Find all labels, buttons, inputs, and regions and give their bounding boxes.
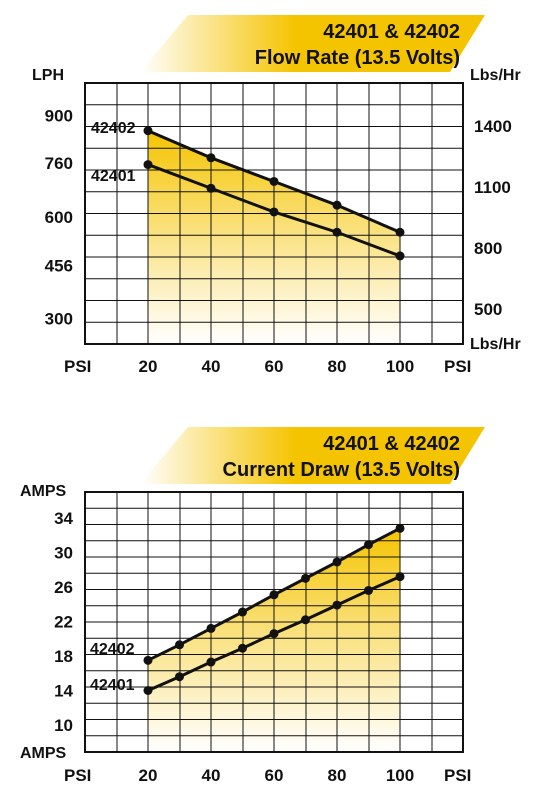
current-x-axis-label-right: PSI: [444, 766, 471, 785]
current-y-axis-label-bottom: AMPS: [20, 745, 67, 762]
current-y-axis-label-top: AMPS: [20, 483, 67, 500]
flow-y-tick-label: 900: [45, 107, 73, 126]
flow-series-label-42401: 42401: [91, 168, 136, 185]
flow-plot-frame: [84, 82, 464, 345]
current-point-42402: [206, 623, 216, 633]
flow-point-42401: [143, 160, 153, 170]
flow-points: [143, 126, 405, 261]
current-point-42402: [175, 640, 184, 650]
flow-y-axis-label-right-bottom: Lbs/Hr: [470, 336, 521, 353]
flow-x-ticks: 20 40 60 80 100: [139, 357, 415, 376]
flow-y-tick-label-right: 1400: [474, 117, 512, 136]
flow-x-tick-label: 100: [386, 357, 414, 376]
current-x-tick-label: 20: [139, 766, 158, 785]
flow-y-tick-label-right: 500: [474, 300, 502, 319]
flow-y-tick-label: 300: [45, 310, 73, 329]
current-points: [143, 523, 405, 695]
flow-x-tick-label: 80: [328, 357, 347, 376]
flow-point-42402: [206, 153, 216, 163]
current-header-subtitle: Current Draw (13.5 Volts): [223, 459, 460, 481]
flow-header-banner: [140, 15, 485, 72]
current-point-42401: [395, 572, 405, 582]
current-x-tick-label: 60: [265, 766, 284, 785]
current-draw-chart: 42401 & 42402 Current Draw (13.5 Volts) …: [20, 427, 485, 785]
current-y-tick-label: 34: [54, 509, 73, 528]
flow-y-tick-label: 456: [45, 257, 73, 276]
current-y-tick-label: 14: [54, 682, 73, 701]
current-point-42401: [269, 629, 279, 639]
flow-point-42402: [143, 126, 153, 136]
flow-point-42401: [206, 183, 216, 193]
flow-y-tick-label: 600: [45, 208, 73, 227]
flow-point-42402: [269, 176, 279, 186]
flow-y-ticks-left: 300 456 600 760 900: [45, 107, 73, 329]
flow-x-axis-label-left: PSI: [64, 357, 91, 376]
current-x-tick-label: 40: [202, 766, 221, 785]
current-point-42402: [332, 557, 342, 567]
flow-y-axis-label-left: LPH: [32, 67, 64, 84]
current-point-42401: [175, 672, 184, 682]
flow-y-ticks-right: 500 800 1100 1400: [474, 117, 512, 319]
flow-x-tick-label: 20: [139, 357, 158, 376]
current-series-label-42402: 42402: [90, 641, 135, 658]
current-point-42402: [143, 655, 153, 665]
current-point-42402: [238, 607, 247, 617]
flow-rate-chart: 42401 & 42402 Flow Rate (13.5 Volts) LPH…: [32, 15, 521, 376]
current-point-42402: [364, 540, 373, 550]
current-header-title: 42401 & 42402: [323, 433, 460, 455]
flow-x-tick-label: 40: [202, 357, 221, 376]
current-point-42402: [269, 590, 279, 600]
flow-x-tick-label: 60: [265, 357, 284, 376]
flow-y-tick-label: 760: [45, 154, 73, 173]
flow-point-42402: [395, 227, 405, 237]
current-point-42401: [143, 686, 153, 695]
flow-header-subtitle: Flow Rate (13.5 Volts): [255, 47, 460, 69]
flow-point-42401: [395, 251, 405, 261]
current-point-42402: [395, 523, 405, 533]
current-y-tick-label: 10: [54, 716, 73, 735]
current-y-tick-label: 26: [54, 578, 73, 597]
current-point-42401: [332, 600, 342, 610]
flow-x-axis-label-right: PSI: [444, 357, 471, 376]
flow-y-tick-label-right: 1100: [474, 178, 511, 197]
flow-series-label-42402: 42402: [91, 120, 136, 137]
flow-point-42401: [332, 227, 342, 237]
current-series-label-42401: 42401: [90, 677, 135, 694]
flow-point-42402: [332, 200, 342, 210]
current-x-tick-label: 80: [328, 766, 347, 785]
current-point-42401: [206, 657, 216, 667]
current-point-42401: [301, 615, 310, 625]
current-point-42401: [364, 585, 373, 595]
flow-header-title: 42401 & 42402: [323, 21, 460, 43]
current-point-42401: [238, 643, 247, 653]
flow-y-axis-label-right: Lbs/Hr: [470, 67, 521, 84]
current-y-tick-label: 18: [54, 647, 73, 666]
current-point-42402: [301, 573, 310, 583]
current-header-banner: [140, 427, 485, 484]
current-y-tick-label: 22: [54, 613, 73, 632]
current-x-tick-label: 100: [386, 766, 414, 785]
current-grid: [85, 492, 463, 752]
current-y-ticks: 10 14 18 22 26 30 34: [54, 509, 73, 735]
current-y-tick-label: 30: [54, 544, 73, 563]
current-plot-frame: [84, 491, 464, 753]
current-x-axis-label-left: PSI: [64, 766, 91, 785]
flow-point-42401: [269, 207, 279, 217]
flow-y-tick-label-right: 800: [474, 239, 502, 258]
current-x-ticks: 20 40 60 80 100: [139, 766, 415, 785]
